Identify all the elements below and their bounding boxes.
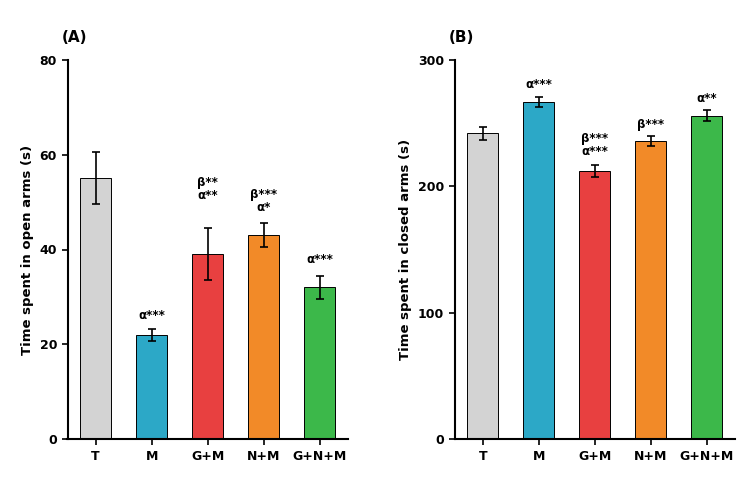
- Bar: [80, 179, 111, 439]
- Text: α**: α**: [697, 92, 717, 105]
- Text: β***
α***: β*** α***: [581, 132, 608, 159]
- Text: (B): (B): [449, 30, 475, 45]
- Text: β***
α*: β*** α*: [251, 188, 278, 214]
- Text: β***: β***: [638, 118, 664, 131]
- Bar: [524, 102, 554, 439]
- Text: α***: α***: [525, 78, 552, 91]
- Bar: [579, 171, 610, 439]
- Y-axis label: Time spent in closed arms (s): Time spent in closed arms (s): [399, 139, 412, 360]
- Bar: [248, 236, 279, 439]
- Text: (A): (A): [62, 30, 88, 45]
- Bar: [692, 115, 722, 439]
- Text: α***: α***: [138, 309, 165, 322]
- Text: α***: α***: [306, 253, 333, 266]
- Bar: [635, 141, 666, 439]
- Y-axis label: Time spent in open arms (s): Time spent in open arms (s): [21, 144, 34, 355]
- Bar: [136, 335, 167, 439]
- Bar: [467, 133, 498, 439]
- Bar: [304, 287, 335, 439]
- Bar: [192, 254, 224, 439]
- Text: β**
α**: β** α**: [197, 176, 218, 202]
